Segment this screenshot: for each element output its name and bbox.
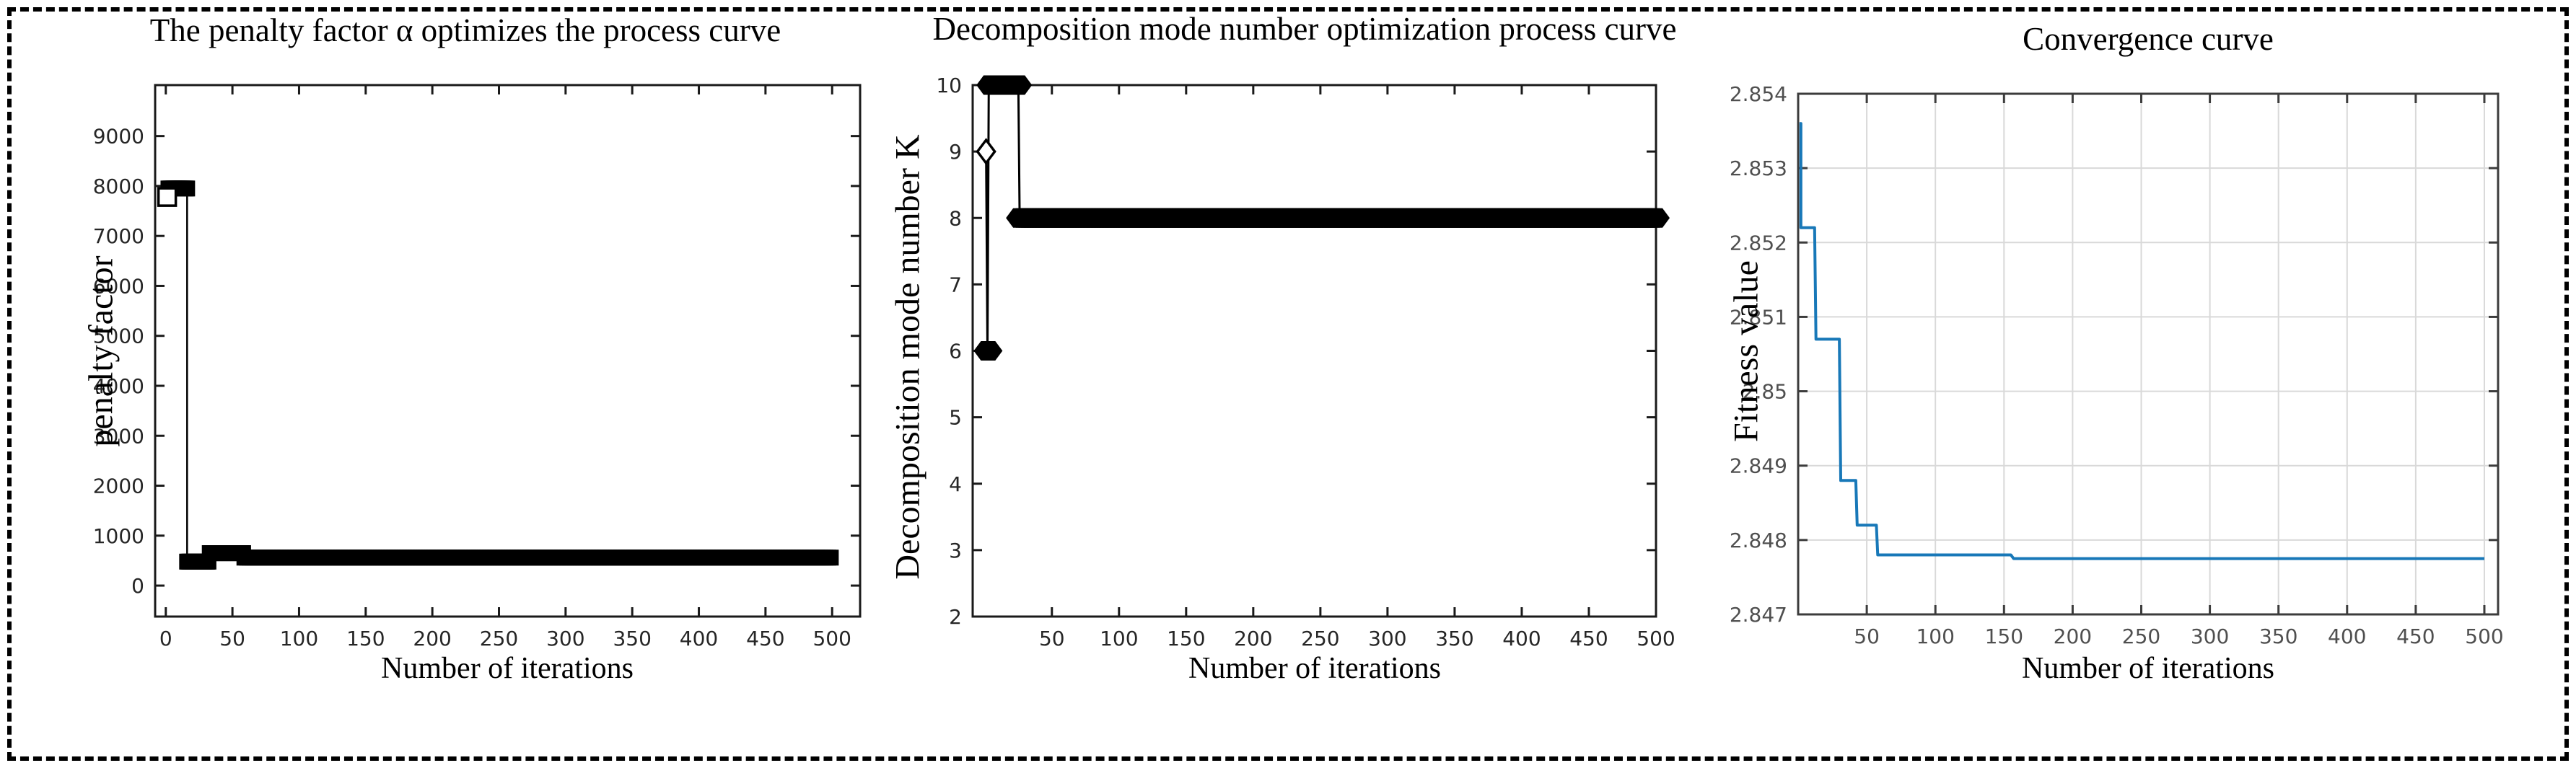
svg-text:300: 300 [2191, 624, 2229, 648]
svg-text:2.851: 2.851 [1730, 305, 1787, 329]
svg-text:1000: 1000 [93, 524, 144, 548]
svg-text:400: 400 [680, 627, 718, 650]
svg-text:4000: 4000 [93, 374, 144, 398]
svg-text:4: 4 [949, 472, 962, 496]
svg-text:100: 100 [1916, 624, 1954, 648]
chart3-yaxis-label: Fitness value [1727, 260, 1766, 442]
svg-text:2.852: 2.852 [1730, 231, 1787, 255]
svg-text:350: 350 [613, 627, 651, 650]
chart-2-open-markers [976, 138, 996, 166]
chart-1-ticks [155, 85, 860, 617]
chart-2-axis-box [971, 84, 1657, 618]
svg-text:8000: 8000 [93, 175, 144, 198]
chart-3-grid [1798, 93, 2498, 615]
chart1-yaxis-label: penalty factor [82, 255, 121, 447]
chart-2-ticks [973, 84, 1657, 618]
chart2-title: Decomposition mode number optimization p… [932, 11, 1677, 47]
svg-text:150: 150 [1167, 627, 1205, 650]
chart-3-tick-labels: 50 100 150 200 250 300 350 400 450 500 2.847 2.848 2… [1730, 82, 2504, 648]
svg-text:400: 400 [1502, 627, 1541, 650]
svg-text:300: 300 [546, 627, 584, 650]
svg-text:9: 9 [949, 140, 962, 164]
svg-text:450: 450 [746, 627, 784, 650]
svg-text:5: 5 [949, 406, 962, 430]
chart2-yaxis-label: Decomposition mode number K [888, 134, 927, 580]
svg-text:400: 400 [2328, 624, 2366, 648]
svg-text:7000: 7000 [93, 224, 144, 248]
svg-text:500: 500 [2465, 624, 2503, 648]
chart-3-series-line [1799, 122, 2484, 560]
chart-3-plot: 50 100 150 200 250 300 350 400 450 500 2.847 2.848 2… [1730, 82, 2504, 648]
chart2-xaxis-label: Number of iterations [1188, 652, 1441, 685]
chart-2-plot: 50 100 150 200 250 300 350 400 450 500 2 3 4 5 6 7 8 9 10 [936, 74, 1675, 650]
chart-3-ticks [1798, 92, 2498, 616]
svg-text:7: 7 [949, 273, 962, 296]
chart-3-axis-box [1797, 92, 2500, 616]
svg-text:200: 200 [2054, 624, 2092, 648]
svg-text:6000: 6000 [93, 274, 144, 298]
svg-text:350: 350 [2259, 624, 2297, 648]
chart-1-tick-labels: 0 50 100 150 200 250 300 350 400 450 5000100020003… [93, 125, 851, 650]
chart1-xaxis-label: Number of iterations [381, 652, 634, 685]
chart-1-axis-box [154, 84, 862, 618]
svg-text:450: 450 [1569, 627, 1608, 650]
svg-text:500: 500 [1637, 627, 1675, 650]
svg-text:3000: 3000 [93, 424, 144, 448]
svg-text:0: 0 [159, 627, 172, 650]
chart3-title: Convergence curve [2023, 21, 2274, 57]
chart-2-tick-labels: 50 100 150 200 250 300 350 400 450 500 2 3 4 5 6 7 8 9 10 [936, 74, 1675, 650]
svg-text:100: 100 [280, 627, 318, 650]
svg-text:2000: 2000 [93, 475, 144, 498]
svg-text:450: 450 [2396, 624, 2435, 648]
svg-text:8: 8 [949, 206, 962, 230]
svg-text:100: 100 [1100, 627, 1138, 650]
svg-text:500: 500 [812, 627, 851, 650]
svg-text:9000: 9000 [93, 125, 144, 149]
svg-text:2.849: 2.849 [1730, 454, 1787, 478]
svg-text:0: 0 [131, 574, 144, 598]
svg-text:200: 200 [1234, 627, 1272, 650]
chart-1-markers [160, 180, 839, 570]
chart3-xaxis-label: Number of iterations [2022, 652, 2274, 685]
svg-text:3: 3 [949, 539, 962, 562]
chart-1-series-line [166, 187, 833, 563]
svg-text:250: 250 [480, 627, 518, 650]
svg-text:50: 50 [1039, 627, 1065, 650]
svg-text:2.848: 2.848 [1730, 529, 1787, 552]
svg-text:250: 250 [2122, 624, 2160, 648]
svg-text:10: 10 [936, 74, 962, 97]
svg-text:300: 300 [1368, 627, 1406, 650]
svg-text:50: 50 [1854, 624, 1880, 648]
chart-1-open-markers [157, 187, 178, 207]
svg-text:2.847: 2.847 [1730, 603, 1787, 627]
svg-text:2.854: 2.854 [1730, 82, 1787, 106]
svg-text:2.853: 2.853 [1730, 156, 1787, 180]
svg-text:6: 6 [949, 340, 962, 363]
svg-text:2.85: 2.85 [1743, 380, 1787, 404]
chart-1-plot: 0 50 100 150 200 250 300 350 400 450 5000100020003… [93, 84, 862, 650]
svg-text:150: 150 [346, 627, 385, 650]
svg-text:350: 350 [1435, 627, 1473, 650]
svg-text:250: 250 [1301, 627, 1339, 650]
svg-text:5000: 5000 [93, 325, 144, 348]
svg-text:2: 2 [949, 605, 962, 629]
svg-text:200: 200 [413, 627, 451, 650]
chart-2-markers [973, 75, 1670, 361]
chart1-title: The penalty factor α optimizes the proce… [149, 12, 781, 48]
svg-text:150: 150 [1985, 624, 2023, 648]
svg-text:50: 50 [219, 627, 245, 650]
